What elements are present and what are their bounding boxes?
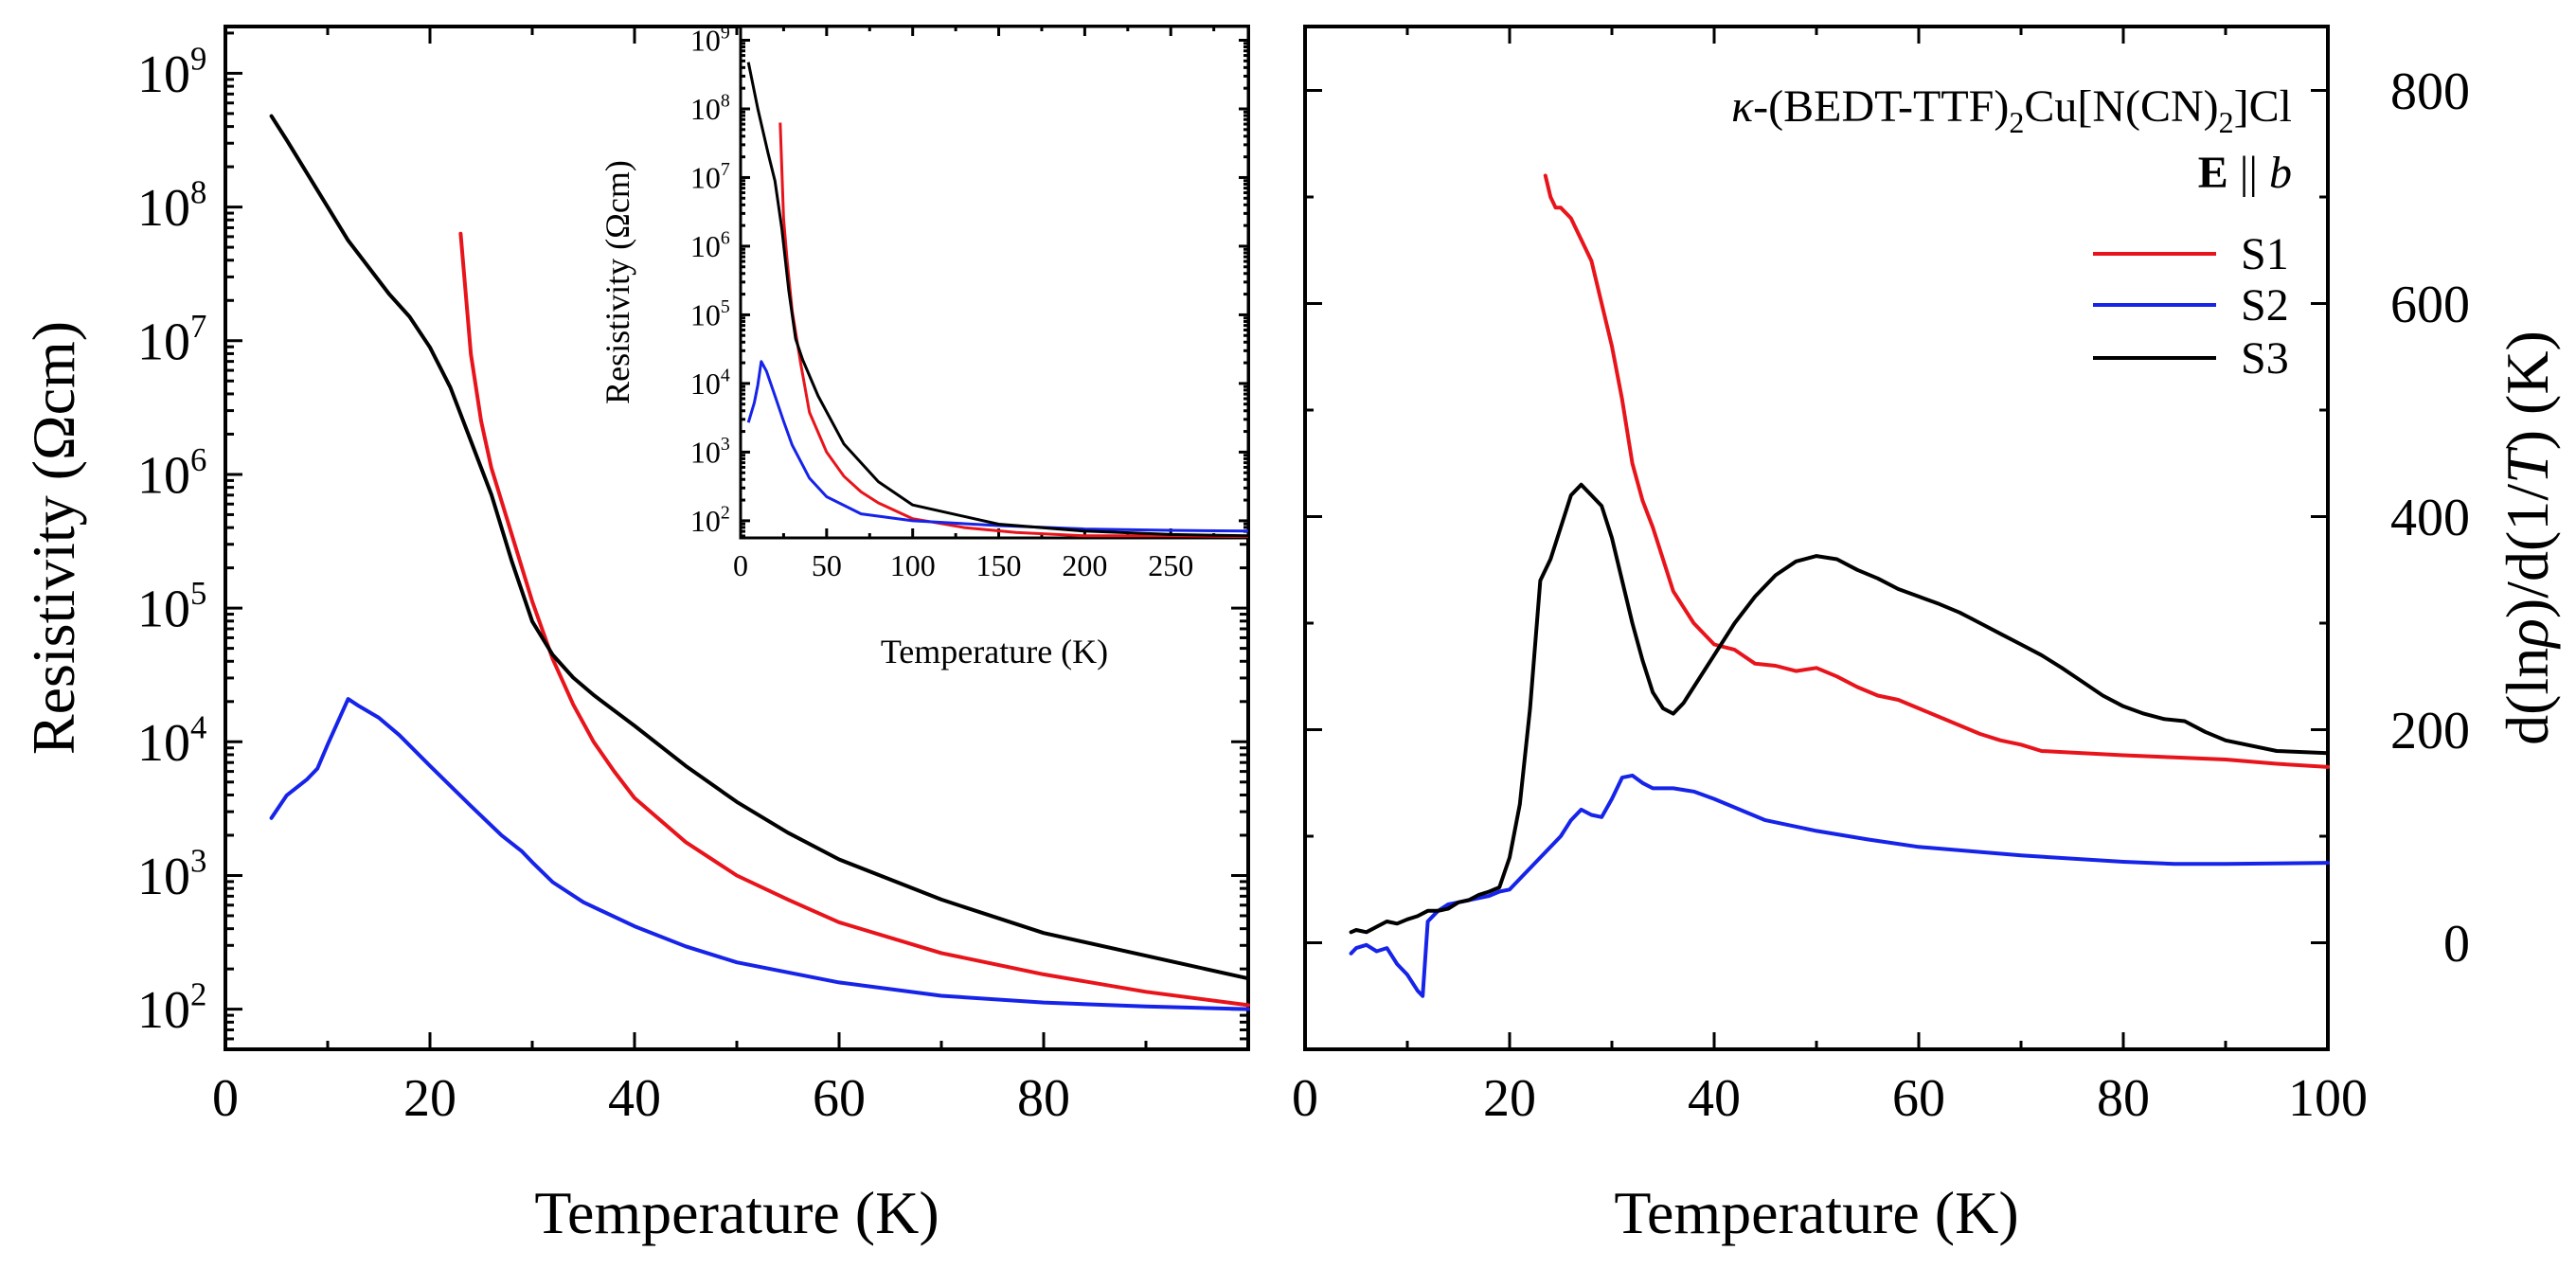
right-x-tick-label: 60 (1892, 1069, 1945, 1128)
legend-label-s3: S3 (2241, 333, 2289, 384)
right-series-s1 (1543, 173, 2330, 769)
formula-sub2: 2 (2219, 105, 2234, 139)
inset-x-axis-label: Temperature (K) (881, 633, 1108, 670)
field-annotation: E || b (2198, 148, 2292, 198)
inset-y-tick-label: 102 (690, 503, 730, 538)
inset-x-tick-label: 100 (890, 548, 936, 582)
inset-axis-ticks: 0 50 100 150 200 250 102 103 104 105 106 107 108 109 (690, 22, 1248, 582)
inset-y-tick-label: 107 (690, 159, 730, 194)
left-x-tick-label: 0 (212, 1069, 239, 1128)
right-x-tick-label: 0 (1292, 1069, 1318, 1128)
inset-background (741, 27, 1248, 538)
right-x-axis-label: Temperature (K) (1614, 1179, 2018, 1246)
legend-label-s2: S2 (2241, 280, 2289, 331)
inset-y-tick-label: 105 (690, 296, 730, 331)
left-y-tick-label: 104 (137, 708, 206, 773)
right-series-group (1349, 173, 2330, 998)
right-ylabel-part-3: )/d(1/ (2494, 484, 2561, 618)
right-series-s3 (1349, 482, 2330, 935)
left-y-tick-label: 105 (137, 575, 206, 639)
inset-y-axis-label: Resistivity (Ωcm) (599, 160, 636, 404)
right-y-axis-label: d(lnρ)/d(1/T) (K) (2494, 331, 2561, 745)
right-ylabel-T: T (2494, 446, 2561, 484)
inset-y-tick-label: 104 (690, 366, 730, 401)
left-x-tick-label: 80 (1017, 1069, 1070, 1128)
left-y-tick-label: 106 (137, 441, 206, 506)
left-y-tick-label: 103 (137, 843, 206, 907)
left-series-s3 (269, 114, 1250, 981)
field-relation: || (2228, 148, 2269, 198)
inset-y-tick-label: 109 (690, 22, 730, 57)
inset-series-group (746, 62, 1249, 539)
right-y-tick-label: 400 (2390, 489, 2470, 547)
inset-x-tick-label: 200 (1062, 548, 1107, 582)
left-y-tick-label: 107 (137, 308, 206, 372)
field-axis: b (2269, 148, 2292, 198)
inset-y-tick-label: 106 (690, 228, 730, 263)
inset-y-tick-label: 103 (690, 434, 730, 469)
inset-y-tick-label: 108 (690, 91, 730, 126)
right-axis-ticks: 0 20 40 60 80 100 0 200 400 600 800 (1292, 27, 2470, 1128)
left-x-tick-label: 60 (813, 1069, 866, 1128)
inset-series-s3 (746, 62, 1249, 538)
formula-main: -(BEDT-TTF) (1753, 81, 2009, 132)
right-y-tick-label: 800 (2390, 63, 2470, 121)
right-y-tick-label: 600 (2390, 276, 2470, 334)
inset-x-tick-label: 50 (812, 548, 842, 582)
formula-annotation: κ-(BEDT-TTF)2Cu[N(CN)2]Cl (1731, 81, 2292, 139)
right-series-s2 (1349, 773, 2330, 998)
formula-kappa: κ (1731, 81, 1754, 132)
right-x-tick-label: 80 (2097, 1069, 2150, 1128)
inset-x-tick-label: 150 (976, 548, 1022, 582)
left-y-tick-label: 102 (137, 976, 206, 1041)
left-y-tick-label: 109 (137, 40, 206, 104)
right-ylabel-part-1: d(ln (2494, 648, 2561, 745)
left-series-s1 (458, 231, 1250, 1008)
left-series-group (269, 114, 1250, 1011)
formula-sub: 2 (2009, 105, 2024, 139)
legend-label-s1: S1 (2241, 229, 2289, 279)
right-ylabel-rho: ρ (2494, 618, 2561, 650)
legend: S1 S2 S3 (2093, 229, 2289, 384)
inset-x-tick-label: 0 (733, 548, 748, 582)
left-y-tick-label: 108 (137, 174, 206, 239)
left-series-s2 (269, 697, 1250, 1011)
left-x-tick-label: 40 (608, 1069, 661, 1128)
right-plot-frame (1303, 25, 2330, 1051)
right-ylabel-part-5: ) (K) (2494, 331, 2561, 450)
right-x-tick-label: 100 (2288, 1069, 2368, 1128)
right-y-tick-label: 200 (2390, 702, 2470, 760)
formula-end: ]Cl (2234, 81, 2292, 132)
left-x-axis-label: Temperature (K) (534, 1179, 939, 1246)
right-y-tick-label: 0 (2443, 915, 2470, 974)
formula-rest: Cu[N(CN) (2024, 81, 2218, 132)
left-y-axis-label: Resistivity (Ωcm) (20, 321, 87, 755)
right-derivative-panel: 0 20 40 60 80 100 0 200 400 600 800 Temperature (K… (1292, 25, 2561, 1246)
left-x-tick-label: 20 (403, 1069, 456, 1128)
field-bold-E: E (2198, 148, 2228, 198)
inset-series-s1 (778, 122, 1249, 539)
right-x-tick-label: 40 (1688, 1069, 1741, 1128)
inset-x-tick-label: 250 (1148, 548, 1193, 582)
right-x-tick-label: 20 (1483, 1069, 1536, 1128)
inset-full-range-panel: 0 50 100 150 200 250102103104105106107108109 … (599, 22, 1250, 670)
